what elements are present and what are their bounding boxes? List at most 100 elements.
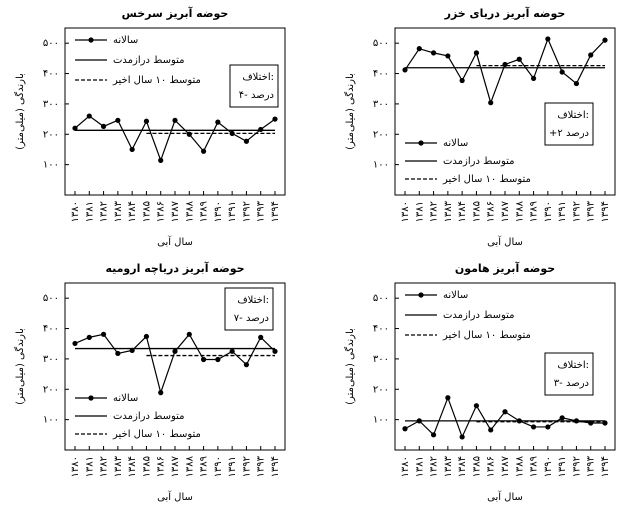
x-tick-label: ۱۳۸۱ — [84, 456, 95, 477]
data-point — [602, 37, 608, 43]
x-tick-label: ۱۳۸۸ — [514, 200, 525, 222]
chart-title: حوضه آبریز دریای خزر — [444, 6, 566, 20]
data-point — [488, 427, 494, 433]
y-tick-label: ۱۰۰ — [43, 160, 59, 171]
legend-marker — [88, 395, 94, 401]
y-axis-label: بارندگی (میلی‌متر) — [14, 328, 26, 405]
y-tick-label: ۵۰۰ — [43, 38, 59, 49]
y-tick-label: ۱۰۰ — [43, 415, 59, 426]
data-point — [272, 116, 278, 122]
data-point — [545, 36, 551, 42]
data-point — [186, 131, 192, 137]
data-point — [459, 77, 465, 84]
x-tick-label: ۱۳۸۱ — [84, 201, 95, 222]
annotation-text: اختلاف: — [237, 295, 269, 306]
data-point — [502, 409, 508, 415]
x-tick-label: ۱۳۸۷ — [170, 455, 181, 477]
x-tick-label: ۱۳۸۴ — [127, 456, 138, 477]
x-tick-label: ۱۳۹۲ — [571, 201, 582, 222]
data-point — [473, 50, 480, 56]
data-point — [172, 117, 178, 123]
y-tick-label: ۱۰۰ — [373, 160, 389, 171]
x-tick-label: ۱۳۸۶ — [156, 456, 167, 477]
legend-marker — [88, 37, 94, 43]
data-point — [115, 350, 121, 357]
y-tick-label: ۲۰۰ — [43, 129, 59, 140]
data-point — [530, 424, 537, 430]
x-tick-label: ۱۳۹۱ — [227, 201, 238, 222]
data-point — [86, 113, 92, 119]
x-axis-label: سال آبی — [157, 490, 193, 503]
x-tick-label: ۱۳۹۰ — [543, 201, 554, 222]
x-tick-label: ۱۳۸۸ — [514, 455, 525, 477]
plot-frame — [64, 27, 286, 196]
annotation-text: ۷- درصد — [234, 313, 269, 324]
x-tick-label: ۱۳۹۱ — [557, 201, 568, 222]
y-axis-label: بارندگی (میلی‌متر) — [344, 328, 356, 405]
x-tick-label: ۱۳۸۴ — [127, 201, 138, 222]
data-point — [473, 403, 480, 409]
x-tick-label: ۱۳۸۵ — [141, 456, 152, 477]
data-point — [258, 126, 264, 133]
legend-label: متوسط ۱۰ سال اخیر — [442, 330, 531, 341]
y-tick-label: ۴۰۰ — [43, 69, 59, 80]
x-tick-label: ۱۳۹۰ — [213, 456, 224, 477]
data-point — [72, 340, 78, 347]
chart-title: حوضه آبریز دریاچه ارومیه — [105, 261, 244, 275]
x-axis-label: سال آبی — [487, 235, 523, 248]
legend-label: متوسط درازمدت — [113, 411, 185, 422]
x-tick-label: ۱۳۹۰ — [543, 456, 554, 477]
x-axis-label: سال آبی — [157, 235, 193, 248]
annotation-box — [229, 64, 279, 108]
data-point — [172, 348, 178, 354]
x-tick-label: ۱۳۹۰ — [213, 201, 224, 222]
data-point — [200, 356, 207, 363]
x-tick-label: ۱۳۹۲ — [571, 456, 582, 477]
legend-marker — [418, 140, 424, 146]
y-tick-label: ۳۰۰ — [43, 99, 59, 110]
legend-label: متوسط ۱۰ سال اخیر — [112, 75, 201, 86]
y-tick-label: ۴۰۰ — [43, 324, 59, 335]
x-tick-label: ۱۳۹۴ — [600, 201, 611, 222]
x-tick-label: ۱۳۸۴ — [457, 201, 468, 222]
data-point — [158, 390, 164, 396]
data-point — [488, 100, 494, 106]
data-point — [588, 52, 594, 58]
x-tick-label: ۱۳۸۷ — [500, 200, 511, 222]
x-tick-label: ۱۳۸۱ — [414, 456, 425, 477]
x-tick-label: ۱۳۸۵ — [141, 201, 152, 222]
y-tick-label: ۲۰۰ — [373, 384, 389, 395]
x-tick-label: ۱۳۸۷ — [500, 455, 511, 477]
data-point — [559, 69, 565, 75]
x-tick-label: ۱۳۹۱ — [557, 456, 568, 477]
x-tick-label: ۱۳۸۴ — [457, 456, 468, 477]
y-tick-label: ۲۰۰ — [43, 384, 59, 395]
data-point — [545, 424, 551, 430]
annotation-box — [224, 287, 274, 331]
x-tick-label: ۱۳۹۳ — [586, 200, 597, 222]
x-tick-label: ۱۳۸۹ — [199, 201, 210, 222]
x-tick-label: ۱۳۸۳ — [113, 200, 124, 222]
data-point — [258, 334, 264, 340]
annotation-text: +۲ درصد — [549, 128, 589, 139]
legend-label: متوسط ۱۰ سال اخیر — [442, 174, 531, 185]
y-tick-label: ۳۰۰ — [373, 354, 389, 365]
x-tick-label: ۱۳۸۰ — [70, 456, 81, 477]
y-tick-label: ۲۰۰ — [373, 129, 389, 140]
x-tick-label: ۱۳۸۵ — [471, 201, 482, 222]
data-point — [72, 125, 78, 131]
annotation-text: ۴- درصد — [239, 90, 274, 101]
x-tick-label: ۱۳۸۲ — [99, 201, 110, 222]
data-point — [416, 46, 422, 52]
y-axis-label: بارندگی (میلی‌متر) — [14, 73, 26, 150]
legend-marker — [418, 292, 424, 298]
y-axis-label: بارندگی (میلی‌متر) — [344, 73, 356, 150]
y-tick-label: ۳۰۰ — [43, 354, 59, 365]
data-point — [158, 157, 164, 163]
y-tick-label: ۵۰۰ — [373, 38, 389, 49]
data-point — [573, 80, 580, 87]
data-point — [115, 117, 121, 123]
chart-title: حوضه آبریز هامون — [455, 261, 555, 275]
y-tick-label: ۵۰۰ — [43, 293, 59, 304]
